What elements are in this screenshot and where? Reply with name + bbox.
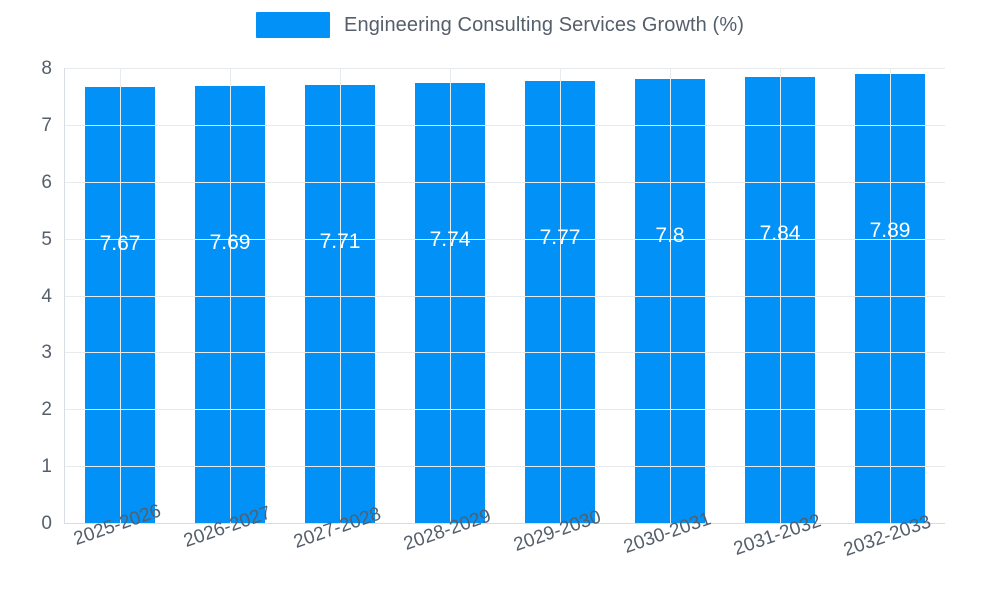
- gridline-vertical: [560, 68, 561, 523]
- bar-value-label: 7.69: [209, 230, 251, 254]
- legend-label-engineering-consulting-services-growth: Engineering Consulting Services Growth (…: [344, 13, 744, 36]
- x-axis-tick-labels: 2025-2026 2026-2027 2027-2028 2028-2029 2029…: [64, 500, 944, 600]
- y-axis-tick-labels: 0 1 2 3 4 5 6 7 8: [0, 58, 52, 534]
- gridline-vertical: [120, 68, 121, 523]
- y-axis-tick-label: 2: [41, 399, 52, 421]
- gridline-vertical: [230, 68, 231, 523]
- gridline-vertical: [670, 68, 671, 523]
- bar-value-label: 7.84: [759, 222, 801, 246]
- gridline-horizontal: [65, 409, 945, 411]
- bar-value-label: 7.8: [655, 224, 685, 248]
- y-axis-tick-label: 3: [41, 342, 52, 364]
- gridline-vertical: [780, 68, 781, 523]
- gridline-horizontal: [65, 466, 945, 468]
- bar-value-label: 7.71: [319, 229, 361, 253]
- bar-value-label: 7.67: [99, 231, 141, 255]
- gridline-horizontal: [65, 238, 945, 240]
- gridline-horizontal: [65, 352, 945, 354]
- y-axis-tick-label: 6: [41, 171, 52, 193]
- y-axis-tick-label: 8: [41, 58, 52, 79]
- y-axis-tick-label: 0: [41, 513, 52, 534]
- gridline-vertical: [450, 68, 451, 523]
- y-axis-tick-label: 1: [41, 456, 52, 478]
- gridline-vertical: [890, 68, 891, 523]
- legend-swatch-engineering-consulting-services-growth[interactable]: [256, 12, 331, 38]
- plot-area: 7.67 7.69 7.71 7.74 7.77 7.8 7.84 7.89: [64, 68, 945, 524]
- gridline-vertical: [340, 68, 341, 523]
- y-axis-tick-label: 7: [41, 114, 52, 136]
- gridline-horizontal: [65, 124, 945, 126]
- bar-value-label: 7.89: [869, 219, 911, 243]
- bar-value-label: 7.77: [539, 226, 581, 250]
- bar-value-label: 7.74: [429, 227, 471, 251]
- gridline-horizontal: [65, 68, 945, 69]
- chart-legend: Engineering Consulting Services Growth (…: [0, 12, 1000, 38]
- y-axis-tick-label: 5: [41, 228, 52, 250]
- gridline-horizontal: [65, 181, 945, 183]
- y-axis-tick-label: 4: [41, 285, 52, 307]
- gridline-horizontal: [65, 295, 945, 297]
